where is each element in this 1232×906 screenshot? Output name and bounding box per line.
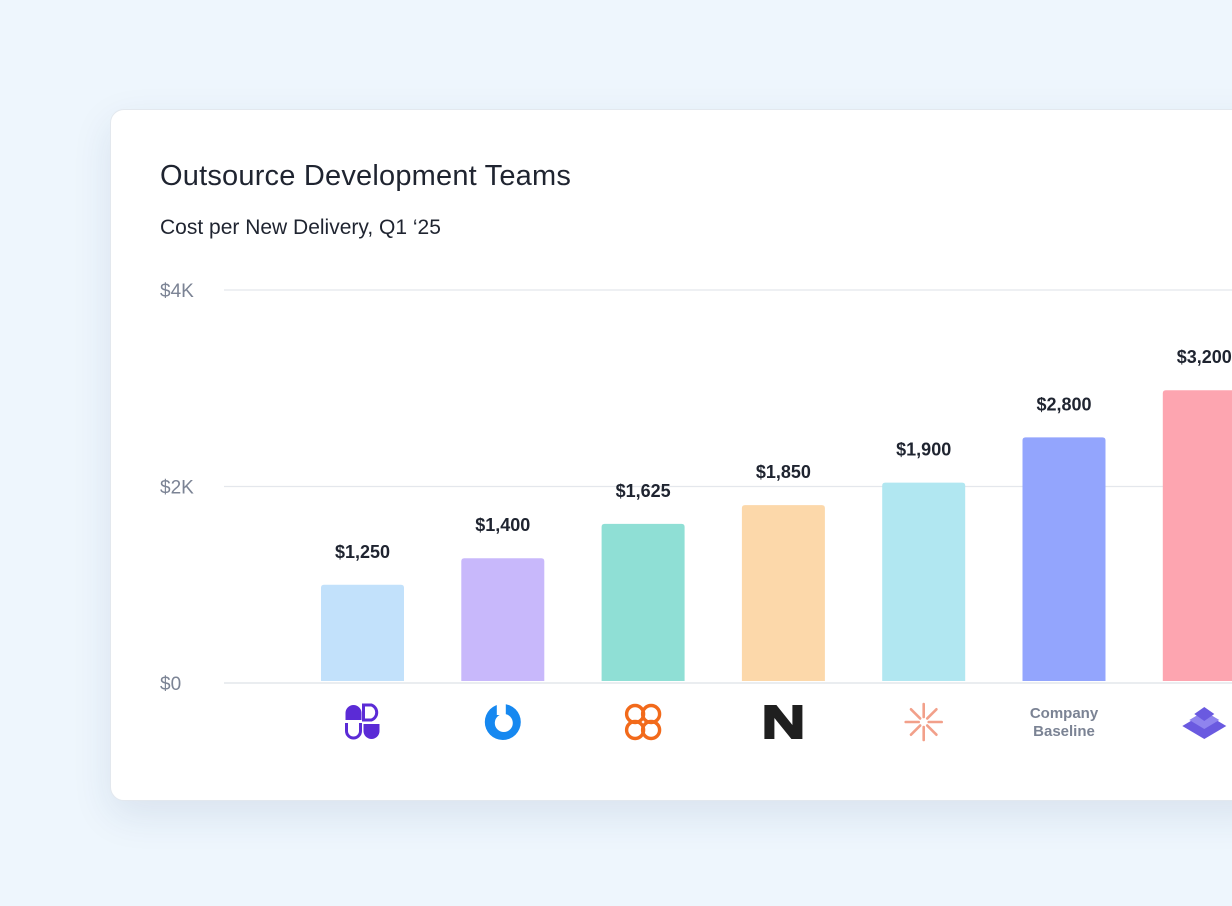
- bar: [1162, 390, 1232, 681]
- bar: [1022, 437, 1106, 681]
- logo-shape: [640, 719, 662, 741]
- logo-shape: [925, 707, 938, 720]
- logo-shape: [345, 723, 362, 740]
- logo-shape: [494, 714, 513, 732]
- logo-shape: [1194, 707, 1215, 721]
- bar: [461, 558, 545, 681]
- logo-shape: [925, 724, 938, 737]
- data-label: $1,850: [756, 462, 811, 482]
- logo-shape: [909, 724, 922, 737]
- n-logo-icon: [764, 705, 803, 739]
- y-tick-label: $0: [160, 674, 181, 695]
- data-label: $1,900: [896, 440, 951, 460]
- x-tick-label: Company: [1030, 705, 1099, 722]
- data-label: $3,200: [1177, 347, 1232, 367]
- data-label: $1,625: [616, 481, 671, 501]
- logo-shape: [363, 724, 380, 739]
- logo-shape: [362, 703, 379, 722]
- bar: [601, 523, 685, 681]
- y-tick-label: $4K: [160, 281, 194, 302]
- data-label: $1,400: [475, 515, 530, 535]
- logo-shape: [496, 703, 506, 715]
- data-label: $2,800: [1036, 394, 1091, 414]
- logo-shape: [909, 707, 922, 720]
- ring-logo-icon: [484, 703, 521, 740]
- chart-card: Outsource Development Teams Cost per New…: [110, 109, 1232, 801]
- y-tick-label: $2K: [160, 478, 194, 499]
- layers-logo-icon: [1182, 707, 1227, 739]
- chart-title: Outsource Development Teams: [160, 160, 572, 192]
- flower-logo-icon: [624, 703, 662, 741]
- x-tick-label: Baseline: [1033, 723, 1095, 740]
- bar-chart: $0 $2K $4K $1,250 $1,400 $1,625 $1,850 $1,900 $2…: [160, 281, 1232, 742]
- data-label: $1,250: [335, 542, 390, 562]
- sparkle-logo-icon: [904, 702, 944, 742]
- logo-shape: [345, 705, 362, 720]
- bar: [741, 505, 825, 681]
- bar: [882, 482, 966, 681]
- logo-shape: [764, 705, 803, 739]
- blocks-logo-icon: [345, 703, 380, 740]
- bar: [321, 584, 404, 681]
- chart-subtitle: Cost per New Delivery, Q1 ‘25: [160, 216, 441, 239]
